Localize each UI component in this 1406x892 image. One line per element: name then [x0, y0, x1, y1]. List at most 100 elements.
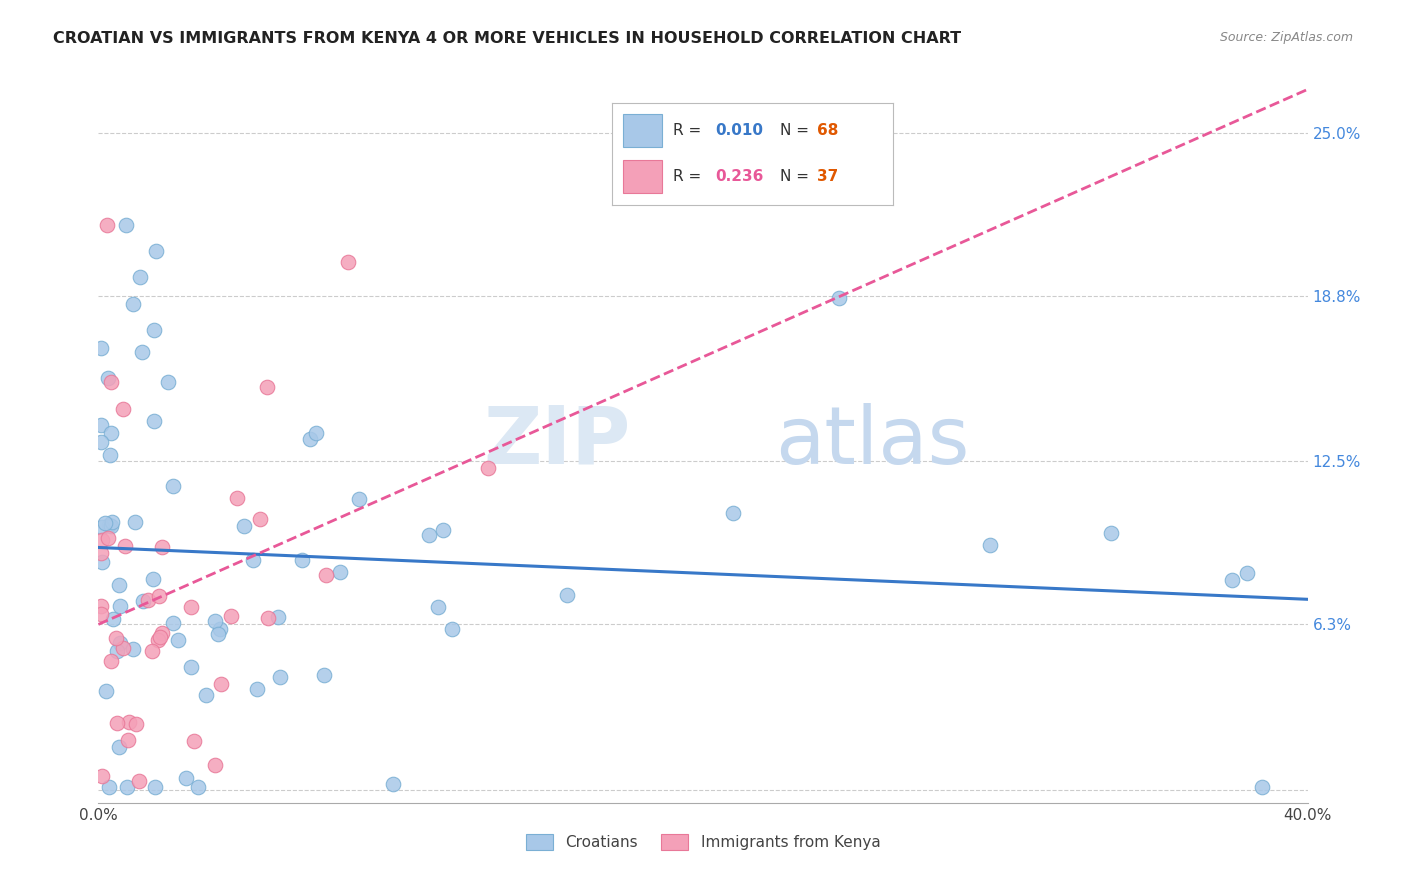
Point — [136, 593, 159, 607]
Point — [143, 780, 166, 794]
Point — [91, 555, 114, 569]
Point — [242, 552, 264, 566]
Point — [195, 688, 218, 702]
Point — [112, 401, 135, 416]
Text: 68: 68 — [817, 123, 838, 137]
Point — [157, 376, 180, 390]
Text: N =: N = — [780, 169, 814, 184]
Point — [101, 612, 124, 626]
Point — [114, 539, 136, 553]
Point — [315, 568, 337, 582]
Point — [101, 515, 124, 529]
Point — [104, 631, 127, 645]
Text: 0.236: 0.236 — [716, 169, 763, 184]
FancyBboxPatch shape — [623, 160, 662, 193]
Point — [979, 538, 1001, 552]
Point — [209, 677, 232, 691]
Point — [432, 523, 454, 537]
Point — [110, 599, 132, 613]
Text: 37: 37 — [817, 169, 838, 184]
Point — [90, 546, 112, 560]
Text: Source: ZipAtlas.com: Source: ZipAtlas.com — [1219, 31, 1353, 45]
Point — [96, 218, 118, 232]
Point — [96, 532, 118, 546]
Point — [96, 371, 118, 385]
Point — [477, 460, 499, 475]
Point — [149, 631, 172, 645]
Point — [143, 323, 166, 337]
Point — [418, 528, 440, 542]
Point — [90, 607, 112, 621]
Point — [246, 682, 269, 697]
Point — [110, 636, 132, 650]
Point — [96, 684, 118, 698]
Point — [167, 633, 190, 648]
Point — [150, 626, 173, 640]
Point — [828, 292, 851, 306]
Text: atlas: atlas — [776, 402, 970, 481]
Point — [125, 717, 148, 731]
Point — [131, 344, 153, 359]
Point — [115, 218, 138, 232]
Point — [90, 418, 112, 433]
Point — [132, 594, 155, 608]
Point — [291, 553, 314, 567]
Point — [299, 432, 322, 446]
Point — [305, 426, 328, 441]
Point — [329, 566, 352, 580]
Text: ZIP: ZIP — [484, 402, 630, 481]
Point — [98, 449, 121, 463]
Point — [187, 780, 209, 794]
Point — [207, 627, 229, 641]
Point — [90, 599, 112, 613]
Point — [142, 572, 165, 586]
Point — [105, 715, 128, 730]
Point — [1099, 525, 1122, 540]
Text: R =: R = — [673, 123, 707, 137]
Point — [93, 516, 115, 530]
Point — [269, 670, 291, 684]
Point — [256, 610, 278, 624]
Text: CROATIAN VS IMMIGRANTS FROM KENYA 4 OR MORE VEHICLES IN HOUSEHOLD CORRELATION CH: CROATIAN VS IMMIGRANTS FROM KENYA 4 OR M… — [53, 31, 962, 46]
Point — [124, 515, 146, 529]
Point — [105, 643, 128, 657]
Point — [145, 244, 167, 258]
Point — [336, 255, 359, 269]
Point — [91, 520, 114, 534]
Point — [91, 533, 114, 547]
Point — [208, 623, 231, 637]
Point — [100, 426, 122, 441]
Point — [256, 380, 278, 394]
Point — [142, 414, 165, 428]
Point — [122, 642, 145, 657]
Point — [128, 773, 150, 788]
Text: N =: N = — [780, 123, 814, 137]
Point — [249, 512, 271, 526]
Point — [174, 772, 197, 786]
Point — [150, 540, 173, 554]
Point — [232, 519, 254, 533]
Point — [148, 590, 170, 604]
Point — [100, 376, 122, 390]
Point — [183, 734, 205, 748]
Point — [100, 654, 122, 668]
FancyBboxPatch shape — [623, 114, 662, 146]
Point — [108, 739, 131, 754]
Point — [180, 599, 202, 614]
Point — [426, 599, 449, 614]
Point — [1236, 566, 1258, 580]
Point — [382, 777, 405, 791]
Point — [219, 609, 242, 624]
Point — [141, 644, 163, 658]
Point — [108, 577, 131, 591]
Text: R =: R = — [673, 169, 707, 184]
Point — [1251, 780, 1274, 794]
Point — [128, 270, 150, 285]
Point — [204, 757, 226, 772]
Text: 0.010: 0.010 — [716, 123, 763, 137]
Point — [723, 506, 745, 520]
Point — [100, 519, 122, 533]
Point — [97, 517, 120, 532]
Point — [440, 623, 463, 637]
Point — [204, 614, 226, 628]
